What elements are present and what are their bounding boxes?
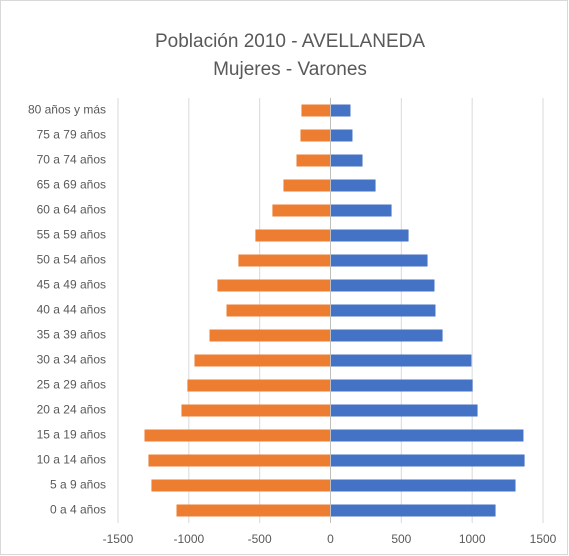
bar (330, 154, 363, 167)
y-tick-label: 20 a 24 años (37, 403, 106, 417)
y-tick-label: 0 a 4 años (50, 503, 106, 517)
bar (330, 229, 409, 242)
y-tick-label: 35 a 39 años (37, 328, 106, 342)
bar (330, 304, 436, 317)
bar (272, 204, 331, 217)
y-tick-label: 55 a 59 años (37, 228, 106, 242)
bar (144, 429, 331, 442)
bar (330, 104, 351, 117)
y-tick-label: 60 a 64 años (37, 203, 106, 217)
bar (330, 254, 428, 267)
y-tick-label: 30 a 34 años (37, 353, 106, 367)
bar (255, 229, 331, 242)
y-tick-label: 50 a 54 años (37, 253, 106, 267)
bar (330, 179, 376, 192)
bar (238, 254, 331, 267)
y-tick-label: 25 a 29 años (37, 378, 106, 392)
bar (330, 454, 525, 467)
x-tick-label: 500 (391, 532, 411, 546)
y-tick-label: 65 a 69 años (37, 178, 106, 192)
bar (301, 104, 331, 117)
bar (151, 479, 331, 492)
bar (148, 454, 331, 467)
y-tick-label: 70 a 74 años (37, 153, 106, 167)
bar (330, 504, 496, 517)
chart-title: Población 2010 - AVELLANEDA (155, 31, 425, 52)
x-tick-label: -500 (248, 532, 272, 546)
y-tick-label: 40 a 44 años (37, 303, 106, 317)
bar (330, 379, 473, 392)
bar (187, 379, 331, 392)
bar (209, 329, 331, 342)
bar (330, 329, 443, 342)
bar (330, 354, 472, 367)
bar (330, 204, 392, 217)
bar (330, 479, 516, 492)
bar (181, 404, 331, 417)
x-tick-label: 1500 (530, 532, 557, 546)
bar (330, 279, 435, 292)
x-tick-label: 1000 (459, 532, 486, 546)
bar (330, 404, 478, 417)
bar (226, 304, 331, 317)
y-tick-label: 80 años y más (28, 103, 106, 117)
bar (300, 129, 331, 142)
y-tick-label: 5 a 9 años (50, 478, 106, 492)
y-tick-label: 75 a 79 años (37, 128, 106, 142)
chart-subtitle: Mujeres - Varones (213, 59, 367, 80)
y-tick-label: 10 a 14 años (37, 453, 106, 467)
y-tick-label: 45 a 49 años (37, 278, 106, 292)
bar (296, 154, 331, 167)
bar (283, 179, 331, 192)
bar (194, 354, 331, 367)
bar (330, 129, 353, 142)
bar (330, 429, 524, 442)
x-tick-label: -1000 (173, 532, 204, 546)
x-tick-label: 0 (327, 532, 334, 546)
bar (217, 279, 331, 292)
bar (176, 504, 331, 517)
x-tick-label: -1500 (103, 532, 134, 546)
y-tick-label: 15 a 19 años (37, 428, 106, 442)
